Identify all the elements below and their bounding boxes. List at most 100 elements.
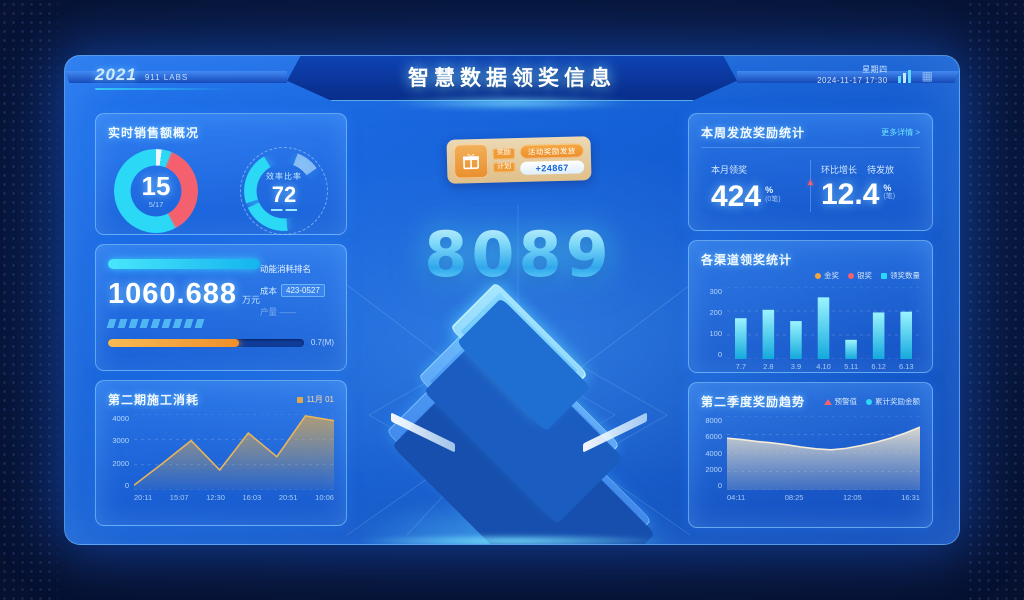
panel-quarter-chart: 第二季度奖励趋势 预警值 累计奖励金额 8000 6000 4000 2000 0: [688, 382, 933, 528]
gauge-ring: [114, 149, 198, 233]
channels-bar-chart: [727, 287, 920, 359]
stat-divider: ▲: [806, 160, 815, 212]
legend-triangle-icon: [823, 398, 832, 405]
panel-trend-chart: 第二期施工消耗 11月 01 4000 3000 2000 0: [95, 380, 347, 526]
x-axis-labels: 04:11 08:25 12:05 16:31: [727, 493, 920, 502]
legend-item[interactable]: 预警值: [823, 396, 858, 407]
stat-label: 环比增长: [821, 164, 858, 175]
quarter-area-chart: [727, 416, 920, 490]
bar-chart-icon[interactable]: [897, 69, 913, 83]
stat-sub: (0笔): [765, 195, 781, 203]
channels-title: 各渠道领奖统计: [701, 253, 793, 267]
consumption-row-label: 动能消耗排名: [260, 264, 312, 274]
progress-fill: [108, 338, 240, 347]
efficiency-gauge: 效率比率 72: [240, 147, 328, 235]
big-number: 8089: [347, 218, 690, 291]
legend-item[interactable]: 金奖: [815, 270, 839, 281]
legend-dot-icon: [848, 272, 854, 279]
tick-bar: [106, 319, 208, 328]
y-axis-labels: 300 200 100 0: [709, 287, 722, 359]
stat-label: 本月领奖: [711, 165, 748, 175]
legend-item[interactable]: 累计奖励金额: [866, 396, 920, 407]
y-axis-labels: 8000 6000 4000 2000 0: [705, 416, 722, 490]
gauge-dashed-ring: [240, 147, 328, 235]
consumption-value: 1060.688: [108, 278, 237, 310]
stats-title: 本周发放奖励统计: [701, 126, 806, 140]
quarter-legend: 预警值 累计奖励金额: [823, 396, 920, 407]
x-axis-labels: 7.7 2.8 3.9 4.10 5.11 6.12 6.13: [735, 362, 914, 371]
channels-legend: 金奖 银奖 领奖数量: [701, 270, 920, 281]
badge-chip[interactable]: 奖励: [492, 148, 515, 160]
trend-legend[interactable]: 11月 01: [296, 394, 334, 405]
up-arrow-icon: ▲: [806, 176, 815, 187]
stat-label: 待发放: [867, 164, 895, 175]
x-axis-labels: 20:11 15:07 12:30 16:03 20:51 10:06: [134, 493, 334, 502]
award-badge-group: 奖励 计划 活动奖励发放 +24867: [445, 136, 592, 184]
logo-text: 2021: [95, 65, 137, 84]
legend-label: 领奖数量: [890, 271, 920, 280]
badge-chip[interactable]: 计划: [492, 161, 515, 173]
consumption-unit: 万元: [241, 295, 260, 305]
cost-chip: 423-0527: [281, 284, 325, 297]
legend-label: 累计奖励金额: [875, 397, 920, 406]
panel-weekly-stats: 本周发放奖励统计 更多详情 > 本月领奖 424 % (0笔) ▲: [688, 113, 933, 231]
header: 智慧数据领奖信息 2021 911 LABS 星期四 2024-11-17 17:…: [65, 56, 959, 110]
stat-unit: %: [765, 185, 774, 195]
panel-consumption: 1060.688 万元 动能消耗排名 成本 423-0527 产量 ——: [95, 244, 347, 371]
trend-line-chart: [134, 414, 334, 490]
gauge-arc: [244, 151, 324, 231]
level-bar: [108, 259, 260, 269]
stat-monthly-claims: 本月领奖 424 % (0笔): [701, 160, 810, 212]
y-axis-labels: 4000 3000 2000 0: [112, 414, 129, 490]
quarter-title: 第二季度奖励趋势: [701, 395, 806, 409]
gauge-sub: 5/17: [148, 200, 164, 209]
gift-icon: [453, 143, 488, 179]
logo-underline: [95, 88, 233, 90]
header-wing-left: [65, 71, 287, 83]
datetime-text: 2024-11-17 17:30: [817, 75, 888, 85]
stat-sub: (笔): [883, 193, 896, 201]
stat-value: 424: [711, 180, 762, 213]
counter-pill[interactable]: +24867: [519, 160, 584, 175]
panel-channels-chart: 各渠道领奖统计 金奖 银奖 领奖数量 300 200 100 0: [688, 240, 933, 373]
header-right-cluster: 星期四 2024-11-17 17:30 ▦: [817, 65, 933, 87]
progress-bar[interactable]: [108, 338, 304, 347]
stat-unit: %: [883, 182, 892, 193]
board-bottom-glow: [352, 534, 672, 544]
gauge-value: 72: [271, 181, 297, 207]
center-stage: 奖励 计划 活动奖励发放 +24867 8089: [347, 106, 690, 544]
stat-growth: 环比增长 待发放 12.4 % (笔): [811, 163, 920, 210]
gauge-underline: [271, 209, 297, 212]
legend-item[interactable]: 银奖: [848, 270, 872, 281]
legend-item[interactable]: 领奖数量: [881, 270, 920, 281]
badge-chips: 奖励 计划: [492, 148, 515, 173]
consumption-row-label: 产量 ——: [260, 307, 297, 317]
legend-label: 预警值: [834, 397, 858, 406]
dashboard-board: 智慧数据领奖信息 2021 911 LABS 星期四 2024-11-17 17:…: [64, 55, 960, 545]
gauge-label: 效率比率: [266, 171, 302, 181]
page-title: 智慧数据领奖信息: [408, 67, 616, 90]
award-pill[interactable]: 活动奖励发放: [519, 143, 584, 159]
overview-title: 实时销售额概况: [108, 126, 200, 140]
legend-label: 金奖: [824, 271, 839, 280]
gauge-value: 15: [141, 171, 171, 201]
grid-menu-icon[interactable]: ▦: [921, 68, 933, 83]
header-glow: [387, 96, 637, 110]
consumption-row-label: 成本: [260, 285, 278, 296]
stat-value: 12.4: [821, 177, 880, 211]
trend-title: 第二期施工消耗: [108, 393, 200, 407]
legend-dot-icon: [866, 398, 872, 405]
header-title-plate: 智慧数据领奖信息: [287, 56, 737, 101]
more-link[interactable]: 更多详情 >: [881, 128, 920, 137]
datetime-block: 星期四 2024-11-17 17:30: [817, 65, 888, 87]
legend-dot-icon: [815, 272, 821, 279]
progress-label: 0.7(M): [310, 338, 334, 347]
platform-3d: [339, 256, 699, 544]
legend-label: 银奖: [857, 271, 872, 280]
panel-realtime-overview: 实时销售额概况 15 5/17 效率比率 72: [95, 113, 347, 235]
logo-subtext: 911 LABS: [144, 73, 189, 82]
legend-label: 11月 01: [306, 395, 334, 404]
header-logo-block: 2021 911 LABS: [95, 65, 233, 90]
legend-square-icon: [881, 272, 887, 279]
